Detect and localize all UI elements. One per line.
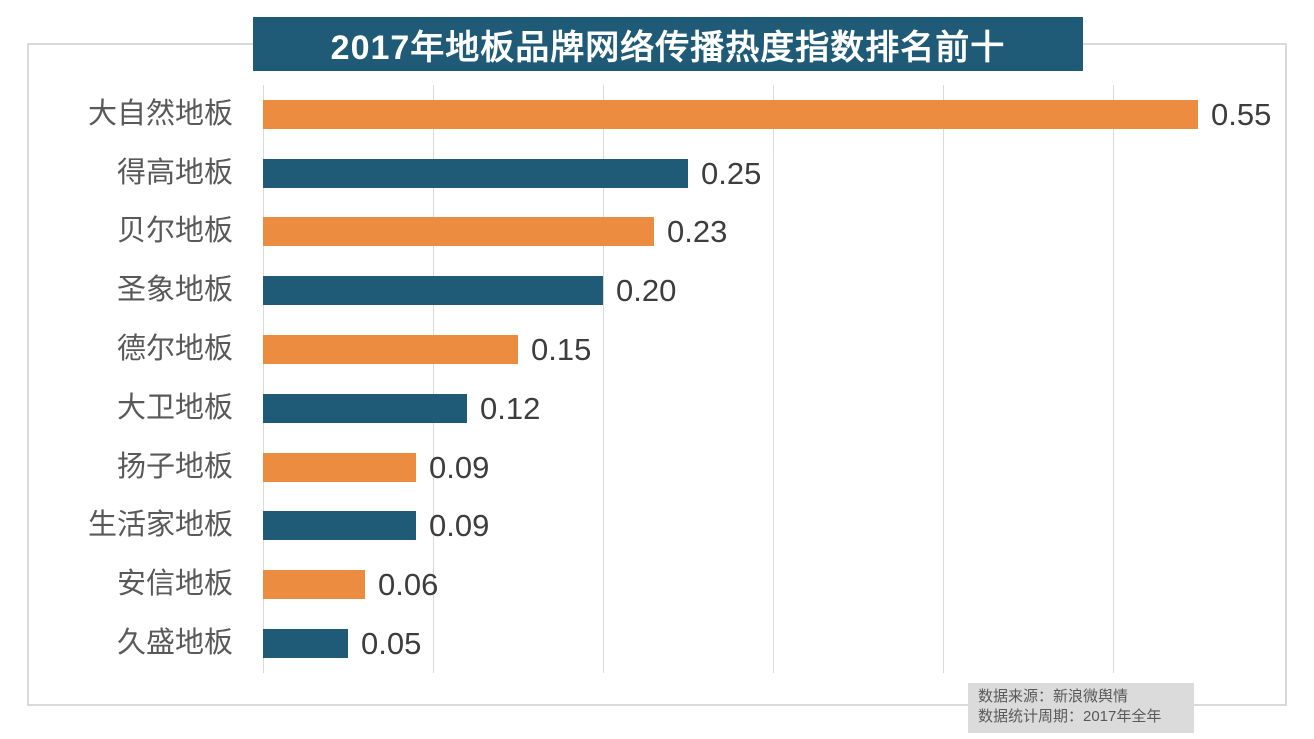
period-line: 数据统计周期：2017年全年 <box>978 708 1162 725</box>
category-label: 圣象地板 <box>116 274 233 307</box>
bar <box>263 158 688 188</box>
value-label: 0.25 <box>701 155 762 191</box>
bar-track: 0.06 <box>263 569 1314 600</box>
gridline <box>773 85 774 673</box>
bar-track: 0.15 <box>263 334 1314 365</box>
value-label: 0.23 <box>667 214 728 250</box>
bar <box>263 629 348 659</box>
category-label: 贝尔地板 <box>116 215 233 248</box>
value-label: 0.55 <box>1211 96 1272 132</box>
bar <box>263 99 1198 129</box>
category-label: 德尔地板 <box>116 333 233 366</box>
bar-track: 0.09 <box>263 452 1314 483</box>
bar <box>263 217 654 247</box>
bar-row: 德尔地板 0.15 <box>0 320 1314 379</box>
chart-title: 2017年地板品牌网络传播热度指数排名前十 <box>253 17 1083 71</box>
bar <box>263 335 518 365</box>
gridline <box>603 85 604 673</box>
bar-track: 0.09 <box>263 510 1314 541</box>
gridline <box>263 85 264 673</box>
gridline <box>433 85 434 673</box>
category-label: 大自然地板 <box>87 97 233 130</box>
bar-track: 0.23 <box>263 216 1314 247</box>
value-label: 0.09 <box>429 449 490 485</box>
bar-row: 大卫地板 0.12 <box>0 379 1314 438</box>
category-label: 生活家地板 <box>87 509 233 542</box>
bar-row: 圣象地板 0.20 <box>0 261 1314 320</box>
bar-row: 得高地板 0.25 <box>0 144 1314 203</box>
category-label: 久盛地板 <box>116 627 233 660</box>
bar-row: 久盛地板 0.05 <box>0 614 1314 673</box>
bar <box>263 452 416 482</box>
bar-row: 扬子地板 0.09 <box>0 438 1314 497</box>
bar-track: 0.25 <box>263 158 1314 189</box>
value-label: 0.06 <box>378 567 439 603</box>
value-label: 0.05 <box>361 626 422 662</box>
category-label: 大卫地板 <box>116 391 233 424</box>
bar <box>263 570 365 600</box>
bar <box>263 393 467 423</box>
value-label: 0.15 <box>531 332 592 368</box>
bar-track: 0.55 <box>263 99 1314 130</box>
bar-rows: 大自然地板 0.55 得高地板 0.25 贝尔地板 0.23 圣象地板 0.20 德尔地板 0.1… <box>0 85 1314 673</box>
gridline <box>1113 85 1114 673</box>
bar <box>263 276 603 306</box>
source-line: 数据来源：新浪微舆情 <box>978 688 1129 705</box>
source-note: 数据来源：新浪微舆情 数据统计周期：2017年全年 <box>968 683 1194 733</box>
bar-row: 生活家地板 0.09 <box>0 497 1314 556</box>
category-label: 得高地板 <box>116 156 233 189</box>
value-label: 0.12 <box>480 390 541 426</box>
category-label: 安信地板 <box>116 568 233 601</box>
bar-row: 贝尔地板 0.23 <box>0 203 1314 262</box>
category-label: 扬子地板 <box>116 450 233 483</box>
bar-track: 0.05 <box>263 628 1314 659</box>
bar-row: 安信地板 0.06 <box>0 555 1314 614</box>
bar <box>263 511 416 541</box>
bar-row: 大自然地板 0.55 <box>0 85 1314 144</box>
gridline <box>943 85 944 673</box>
bar-track: 0.12 <box>263 393 1314 424</box>
gridlines <box>263 85 1284 673</box>
value-label: 0.09 <box>429 508 490 544</box>
bar-track: 0.20 <box>263 275 1314 306</box>
value-label: 0.20 <box>616 273 677 309</box>
